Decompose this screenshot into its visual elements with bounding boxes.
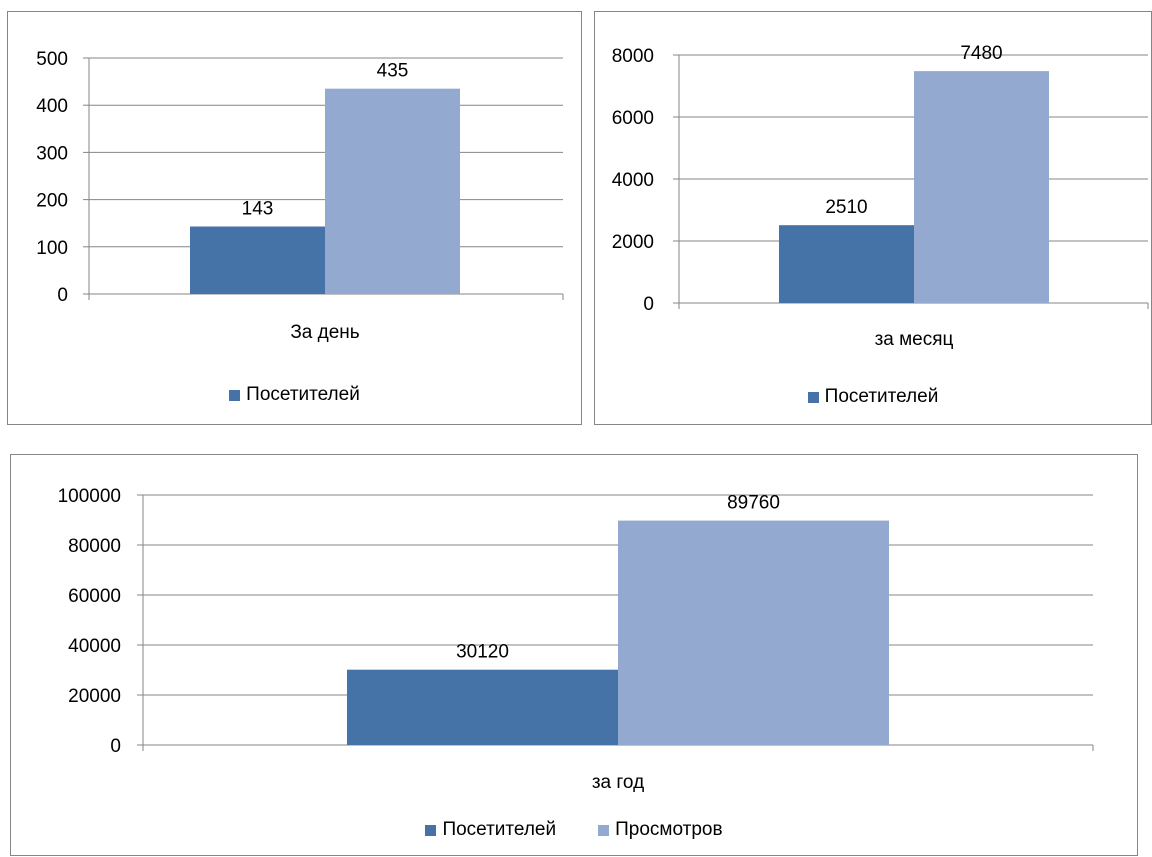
chart-year-plot: 0 20000 40000 60000 80000 100000 30120 89760 за … xyxy=(58,486,1094,793)
y-tick-label: 300 xyxy=(36,143,68,164)
y-tick-label: 0 xyxy=(57,285,68,306)
data-label: 30120 xyxy=(456,642,509,663)
chart-day-plot: 0 100 200 300 400 500 143 435 За день xyxy=(36,49,564,343)
y-tick-label: 80000 xyxy=(68,536,121,557)
legend-label: Посетителей xyxy=(442,819,557,840)
bar-views xyxy=(618,520,889,745)
bar-views xyxy=(325,88,460,295)
y-tick-label: 6000 xyxy=(612,108,654,129)
y-tick-label: 20000 xyxy=(68,686,121,707)
legend-swatch xyxy=(229,389,241,401)
legend-item: Посетителей xyxy=(807,386,939,408)
data-label: 435 xyxy=(377,61,409,82)
y-tick-label: 2000 xyxy=(612,232,654,253)
data-label: 89760 xyxy=(727,493,780,514)
y-tick-label: 400 xyxy=(36,96,68,117)
legend-label: Посетителей xyxy=(246,384,360,405)
chart-month: 0 2000 4000 6000 8000 2510 7480 за месяц Посети… xyxy=(594,11,1152,425)
data-label: 143 xyxy=(242,199,274,220)
y-tick-label: 100 xyxy=(36,238,68,259)
y-tick-label: 200 xyxy=(36,191,68,212)
bar-views xyxy=(914,71,1049,303)
legend-label: Просмотров xyxy=(615,819,723,840)
y-tick-label: 8000 xyxy=(612,46,654,67)
data-label: 2510 xyxy=(825,197,867,218)
y-tick-label: 4000 xyxy=(612,170,654,191)
chart-day-legend: Посетителей xyxy=(8,384,581,406)
y-tick-label: 60000 xyxy=(68,586,121,607)
y-tick-label: 0 xyxy=(110,736,121,757)
legend-label: Посетителей xyxy=(824,386,939,407)
legend-swatch xyxy=(807,391,819,403)
y-tick-label: 100000 xyxy=(58,486,121,507)
chart-day: 0 100 200 300 400 500 143 435 За день Посетителе… xyxy=(7,11,582,425)
legend-swatch xyxy=(598,824,610,836)
legend-item: Просмотров xyxy=(598,819,723,841)
x-category-label: За день xyxy=(290,322,359,343)
bar-visitors xyxy=(779,225,914,303)
y-tick-label: 500 xyxy=(36,49,68,70)
chart-year-legend: Посетителей Просмотров xyxy=(11,819,1137,841)
chart-month-plot: 0 2000 4000 6000 8000 2510 7480 за месяц xyxy=(612,43,1149,350)
legend-item: Посетителей xyxy=(229,384,360,406)
bar-visitors xyxy=(347,669,618,745)
y-tick-label: 0 xyxy=(643,294,654,315)
x-category-label: за месяц xyxy=(875,329,954,350)
legend-item: Посетителей xyxy=(425,819,556,841)
chart-month-legend: Посетителей xyxy=(595,386,1151,408)
bar-visitors xyxy=(190,226,325,294)
chart-year: 0 20000 40000 60000 80000 100000 30120 89760 за … xyxy=(10,454,1138,856)
data-label: 7480 xyxy=(960,43,1002,64)
legend-swatch xyxy=(425,824,437,836)
y-tick-label: 40000 xyxy=(68,636,121,657)
x-category-label: за год xyxy=(592,772,644,793)
